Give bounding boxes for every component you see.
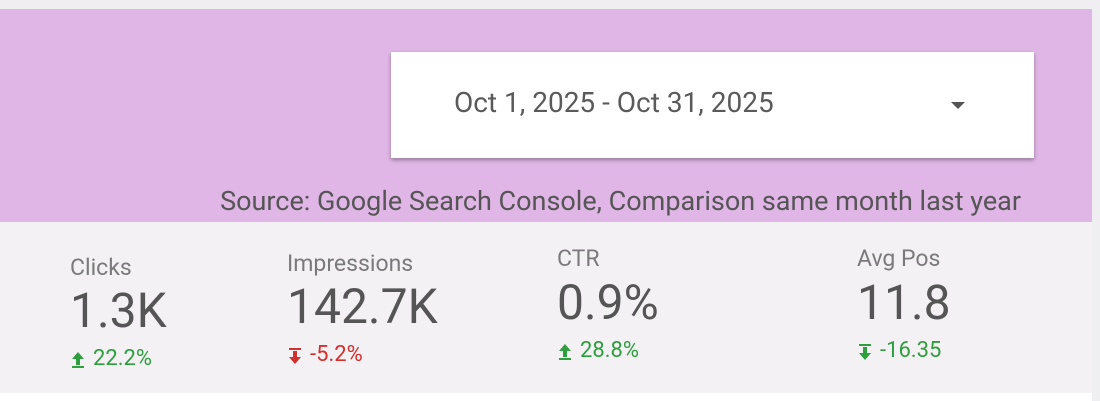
metric-change: 22.2% xyxy=(93,346,153,371)
metric-label: Impressions xyxy=(287,250,414,277)
date-range: Oct 1, 2025 - Oct 31, 2025 xyxy=(454,86,774,119)
metric-label: Avg Pos xyxy=(857,245,941,272)
dropdown-caret xyxy=(951,102,965,109)
metric-change: -16.35 xyxy=(880,338,942,363)
date-picker[interactable]: Oct 1, 2025 - Oct 31, 2025 xyxy=(391,52,1034,158)
trend-arrow xyxy=(289,348,301,364)
metric-value: 142.7K xyxy=(287,278,438,335)
metric-value: 11.8 xyxy=(857,274,951,331)
trend-arrow xyxy=(559,344,571,360)
scorecards: Clicks 1.3K 22.2% Impressions 142.7K -5.… xyxy=(0,222,1092,393)
header-band: Oct 1, 2025 - Oct 31, 2025 Source: Googl… xyxy=(0,9,1092,222)
trend-arrow xyxy=(859,344,871,360)
top-strip xyxy=(0,0,1100,9)
metric-change: 28.8% xyxy=(580,338,640,363)
metric-value: 0.9% xyxy=(557,274,659,331)
metric-label: CTR xyxy=(557,245,600,272)
metric-change: -5.2% xyxy=(310,342,363,367)
metric-label: Clicks xyxy=(70,254,132,281)
metric-value: 1.3K xyxy=(70,282,167,339)
right-margin xyxy=(1092,0,1100,401)
source-note: Source: Google Search Console, Compariso… xyxy=(220,185,1021,217)
trend-arrow xyxy=(72,352,84,368)
